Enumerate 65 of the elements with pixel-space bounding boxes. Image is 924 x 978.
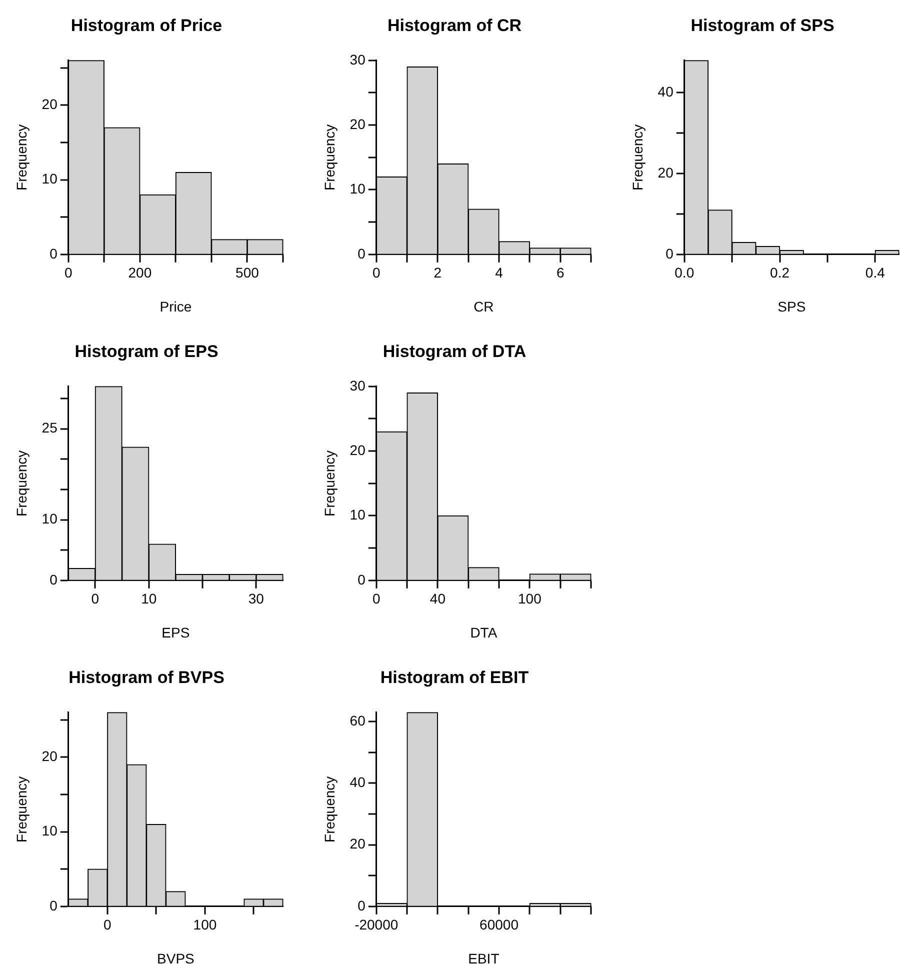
x-axis-title: EPS (162, 624, 190, 640)
x-tick-label: 0 (64, 264, 72, 281)
y-tick-label: 0 (358, 897, 366, 914)
chart-title: Histogram of BVPS (68, 668, 224, 687)
y-tick-label: 30 (350, 51, 366, 68)
y-tick-label: 0 (358, 245, 366, 262)
x-tick-label: 0.4 (865, 264, 886, 281)
x-tick-label: 2 (434, 264, 442, 281)
x-tick-label: 60000 (480, 916, 519, 933)
y-tick-label: 40 (658, 84, 674, 100)
y-axis-title: Frequency (13, 124, 30, 190)
y-tick-label: 30 (350, 377, 366, 394)
y-tick-label: 40 (350, 774, 366, 790)
y-tick-label: 0 (666, 245, 674, 262)
y-tick-label: 20 (350, 116, 366, 132)
chart-title: Histogram of SPS (690, 16, 834, 35)
y-tick-label: 0 (50, 571, 58, 588)
y-tick-label: 25 (42, 420, 58, 436)
x-tick-label: 0 (91, 590, 100, 607)
chart-title: Histogram of EPS (74, 342, 218, 361)
x-tick-label: 0 (372, 264, 380, 281)
chart-title: Histogram of CR (387, 16, 522, 35)
y-tick-label: 10 (350, 180, 366, 197)
y-axis-title: Frequency (13, 450, 30, 516)
x-tick-label: 40 (430, 590, 446, 607)
y-tick-label: 20 (350, 442, 366, 458)
y-axis-title: Frequency (321, 776, 338, 842)
x-tick-label: 200 (128, 264, 152, 281)
x-tick-label: 0 (372, 590, 380, 607)
y-axis-title: Frequency (321, 450, 338, 516)
x-tick-label: 100 (518, 590, 542, 607)
x-tick-label: 0 (103, 916, 112, 933)
x-axis-title: Price (160, 298, 192, 314)
x-tick-label: 0.0 (674, 264, 694, 281)
y-tick-label: 10 (42, 170, 58, 187)
x-axis-title: DTA (470, 624, 498, 640)
x-tick-label: 10 (141, 590, 157, 607)
y-axis-title: Frequency (629, 124, 646, 190)
x-tick-label: 6 (556, 264, 564, 281)
x-tick-label: 30 (248, 590, 264, 607)
y-tick-label: 0 (50, 245, 58, 262)
y-tick-label: 0 (50, 897, 58, 914)
x-tick-label: 0.2 (770, 264, 790, 281)
y-axis-title: Frequency (321, 124, 338, 190)
x-tick-label: 500 (236, 264, 260, 281)
x-axis-title: BVPS (157, 950, 194, 966)
y-tick-label: 10 (350, 506, 366, 523)
y-tick-label: 60 (350, 712, 366, 728)
y-tick-label: 20 (42, 96, 58, 112)
chart-title: Histogram of DTA (382, 342, 526, 361)
y-tick-label: 20 (42, 748, 58, 764)
x-tick-label: 4 (495, 264, 504, 281)
y-tick-label: 20 (658, 164, 674, 180)
y-axis-title: Frequency (13, 776, 30, 842)
x-tick-label: 100 (193, 916, 217, 933)
x-axis-title: EBIT (468, 950, 500, 966)
chart-title: Histogram of Price (70, 16, 222, 35)
y-tick-label: 10 (42, 510, 58, 527)
y-tick-label: 20 (350, 836, 366, 852)
chart-title: Histogram of EBIT (380, 668, 530, 687)
y-tick-label: 10 (42, 822, 58, 839)
x-axis-title: CR (474, 298, 494, 314)
x-axis-title: SPS (778, 298, 806, 314)
y-tick-label: 0 (358, 571, 366, 588)
x-tick-label: -20000 (354, 916, 398, 933)
